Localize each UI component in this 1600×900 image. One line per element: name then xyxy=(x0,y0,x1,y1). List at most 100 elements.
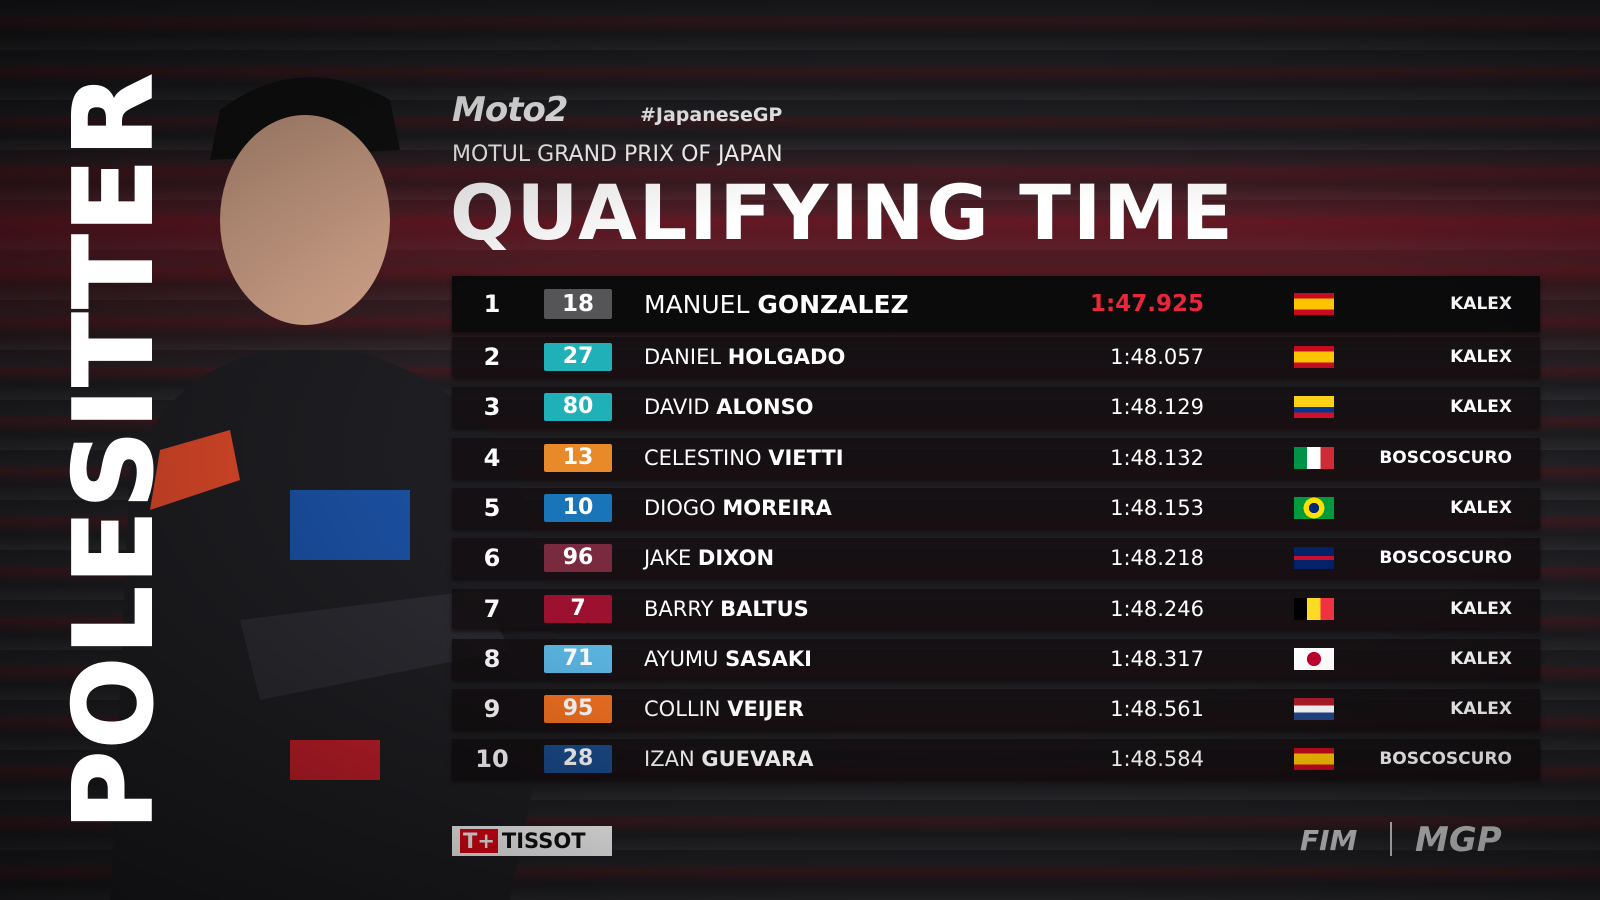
last-name: DIXON xyxy=(697,546,775,571)
rider-number: 95 xyxy=(544,695,612,724)
rider-number: 18 xyxy=(544,289,612,319)
position: 2 xyxy=(483,343,501,371)
logo-divider xyxy=(1390,822,1392,856)
colombia-flag-icon xyxy=(1294,396,1334,419)
lap-time: 1:48.246 xyxy=(1110,596,1204,621)
last-name: GONZALEZ xyxy=(757,289,909,319)
polesitter-label: POLESITTER xyxy=(51,71,178,831)
first-name: COLLIN xyxy=(644,697,721,722)
rider-name: MANUEL GONZALEZ xyxy=(644,290,1054,319)
lap-time: 1:48.153 xyxy=(1110,495,1204,520)
rider-number: 80 xyxy=(544,393,612,422)
table-row: 5 10 DIOGO MOREIRA 1:48.153 KALEX xyxy=(452,487,1540,528)
rider-number: 96 xyxy=(544,544,612,573)
rider-number: 7 xyxy=(544,594,612,623)
team-name: KALEX xyxy=(1450,397,1512,418)
last-name: VEIJER xyxy=(727,697,804,722)
rider-number: 28 xyxy=(544,745,612,774)
team-name: KALEX xyxy=(1450,497,1512,518)
uk-flag-icon xyxy=(1294,547,1334,570)
rider-name: COLLIN VEIJER xyxy=(644,697,1054,721)
rider-name: AYUMU SASAKI xyxy=(644,647,1054,671)
lap-time: 1:48.057 xyxy=(1110,345,1204,369)
last-name: HOLGADO xyxy=(727,345,846,369)
lap-time: 1:47.925 xyxy=(1090,291,1204,317)
team-name: KALEX xyxy=(1450,294,1512,314)
lap-time: 1:48.132 xyxy=(1110,445,1204,470)
netherlands-flag-icon xyxy=(1294,698,1334,721)
brazil-flag-icon xyxy=(1294,496,1334,519)
tissot-logo: T+ TISSOT xyxy=(452,826,612,856)
first-name: DAVID xyxy=(644,395,710,420)
position: 6 xyxy=(483,544,501,573)
first-name: AYUMU xyxy=(644,646,719,671)
table-row: 2 27 DANIEL HOLGADO 1:48.057 KALEX xyxy=(452,337,1540,377)
event-name: MOTUL GRAND PRIX OF JAPAN xyxy=(452,142,783,167)
table-row: 8 71 AYUMU SASAKI 1:48.317 KALEX xyxy=(452,638,1540,679)
rider-number: 13 xyxy=(544,443,612,472)
lap-time: 1:48.584 xyxy=(1110,747,1204,772)
team-name: KALEX xyxy=(1450,648,1512,669)
lap-time: 1:48.218 xyxy=(1110,546,1204,571)
team-name: KALEX xyxy=(1450,347,1512,367)
last-name: BALTUS xyxy=(720,596,809,621)
rider-name: DAVID ALONSO xyxy=(644,395,1054,419)
team-name: BOSCOSCURO xyxy=(1379,749,1512,770)
position: 4 xyxy=(483,443,501,472)
first-name: CELESTINO xyxy=(644,445,762,470)
rider-name: JAKE DIXON xyxy=(644,546,1054,570)
position: 3 xyxy=(483,393,501,422)
position: 5 xyxy=(483,493,501,522)
page-title: QUALIFYING TIME xyxy=(450,168,1235,257)
last-name: GUEVARA xyxy=(701,747,814,772)
first-name: DIOGO xyxy=(644,495,716,520)
last-name: SASAKI xyxy=(725,646,812,671)
table-row: 7 7 BARRY BALTUS 1:48.246 KALEX xyxy=(452,588,1540,629)
belgium-flag-icon xyxy=(1294,597,1334,620)
table-row: 9 95 COLLIN VEIJER 1:48.561 KALEX xyxy=(452,689,1540,730)
rider-name: IZAN GUEVARA xyxy=(644,747,1054,771)
first-name: BARRY xyxy=(644,596,714,621)
rider-name: DIOGO MOREIRA xyxy=(644,496,1054,520)
fim-logo: FIM xyxy=(1300,824,1358,857)
rider-name: DANIEL HOLGADO xyxy=(644,345,1054,369)
first-name: MANUEL xyxy=(644,289,750,319)
last-name: ALONSO xyxy=(716,395,814,420)
first-name: IZAN xyxy=(644,747,695,772)
lap-time: 1:48.561 xyxy=(1110,697,1204,722)
team-name: BOSCOSCURO xyxy=(1379,548,1512,569)
spain-flag-icon xyxy=(1294,346,1334,368)
japan-flag-icon xyxy=(1294,647,1334,670)
position: 7 xyxy=(483,594,501,623)
team-name: KALEX xyxy=(1450,598,1512,619)
table-row: 6 96 JAKE DIXON 1:48.218 BOSCOSCURO xyxy=(452,538,1540,579)
table-row: 10 28 IZAN GUEVARA 1:48.584 BOSCOSCURO xyxy=(452,739,1540,780)
italy-flag-icon xyxy=(1294,446,1334,469)
first-name: DANIEL xyxy=(644,345,722,369)
lap-time: 1:48.129 xyxy=(1110,395,1204,420)
team-name: BOSCOSCURO xyxy=(1379,447,1512,468)
first-name: JAKE xyxy=(644,546,692,571)
position: 1 xyxy=(483,290,501,318)
position: 10 xyxy=(475,745,509,774)
sponsor-name: TISSOT xyxy=(501,829,586,853)
table-row: 1 18 MANUEL GONZALEZ 1:47.925 KALEX xyxy=(452,276,1540,332)
spain-flag-icon xyxy=(1294,293,1334,315)
table-row: 4 13 CELESTINO VIETTI 1:48.132 BOSCOSCUR… xyxy=(452,437,1540,478)
spain-flag-icon xyxy=(1294,748,1334,771)
rider-number: 71 xyxy=(544,644,612,673)
rider-number: 27 xyxy=(544,343,612,371)
rider-name: CELESTINO VIETTI xyxy=(644,446,1054,470)
hashtag: #JapaneseGP xyxy=(640,104,783,126)
last-name: MOREIRA xyxy=(722,495,832,520)
position: 9 xyxy=(483,695,501,724)
lap-time: 1:48.317 xyxy=(1110,646,1204,671)
team-name: KALEX xyxy=(1450,699,1512,720)
moto2-logo: Moto2 xyxy=(452,90,568,130)
position: 8 xyxy=(483,644,501,673)
motogp-logo: MGP xyxy=(1415,820,1502,860)
last-name: VIETTI xyxy=(768,445,844,470)
table-row: 3 80 DAVID ALONSO 1:48.129 KALEX xyxy=(452,387,1540,428)
rider-name: BARRY BALTUS xyxy=(644,597,1054,621)
rider-number: 10 xyxy=(544,493,612,522)
